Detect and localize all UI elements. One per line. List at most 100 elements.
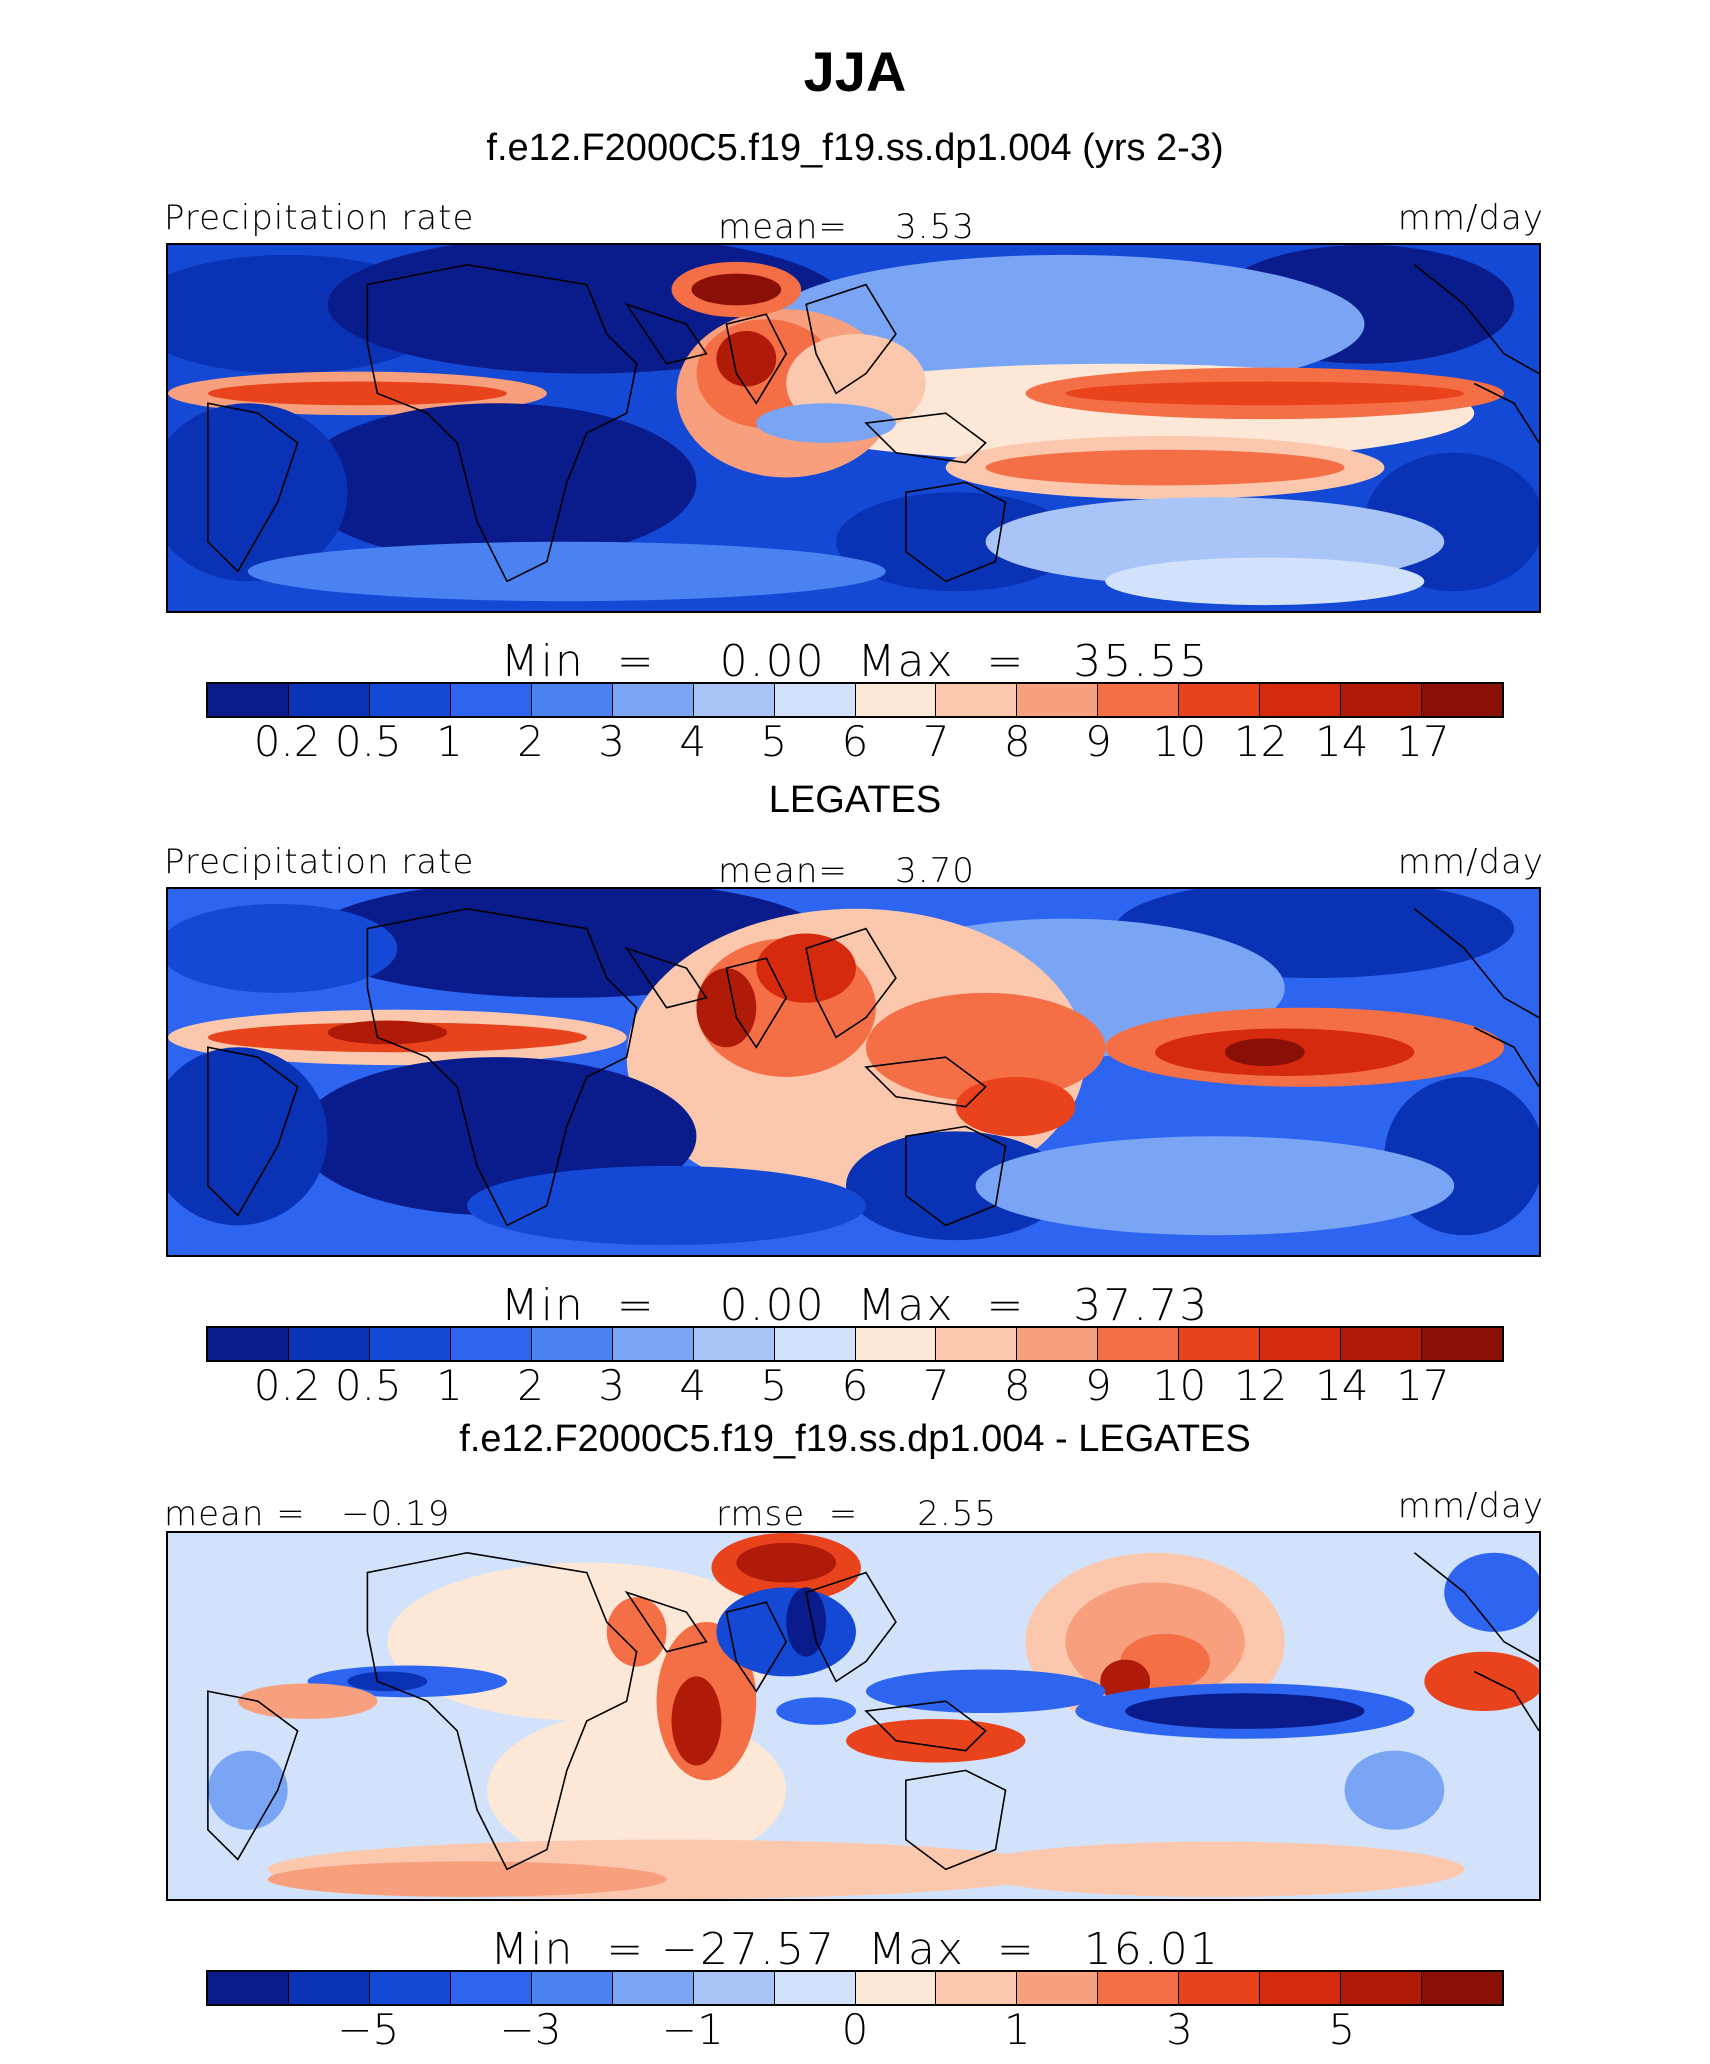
colorbar-swatch xyxy=(1098,1972,1180,2004)
panel-1-units-label: mm/day xyxy=(1397,198,1544,238)
panel-3-units-label: mm/day xyxy=(1397,1486,1544,1526)
field-blob xyxy=(606,1597,667,1667)
colorbar-swatch xyxy=(208,1328,289,1360)
coastline-maritime xyxy=(864,1700,987,1752)
panel-3-coastlines xyxy=(207,1551,1539,1871)
colorbar-swatch xyxy=(612,684,694,716)
panel-3-colorbar-ticks: −5 −3 −1 0 1 3 5 xyxy=(206,2006,1504,2054)
field-blob xyxy=(975,1136,1455,1236)
colorbar-swatch xyxy=(1017,1328,1099,1360)
panel-2-variable-label: Precipitation rate xyxy=(164,842,475,882)
colorbar-tick-label: 1 xyxy=(1003,2005,1031,2054)
colorbar-swatch xyxy=(1179,684,1261,716)
colorbar-tick-label: 5 xyxy=(760,717,788,766)
colorbar-tick-label: 1 xyxy=(436,717,463,766)
field-blob xyxy=(716,331,777,387)
colorbar-tick-label: 4 xyxy=(679,1361,707,1410)
colorbar-tick-label: −5 xyxy=(337,2005,400,2054)
colorbar-tick-label: 5 xyxy=(760,1361,788,1410)
field-blob xyxy=(1344,1750,1445,1830)
coastline-arabia xyxy=(624,1590,708,1653)
coastline-sa-west xyxy=(1473,382,1539,444)
field-blob xyxy=(846,1718,1026,1763)
colorbar-swatch xyxy=(1422,1972,1502,2004)
colorbar-swatch xyxy=(208,684,289,716)
panel-2-colorbar-ticks: 0.2 0.5 1 2 3 4 5 6 7 8 9 10 12 14 17 xyxy=(206,1362,1504,1410)
colorbar-swatch xyxy=(1260,684,1342,716)
field-blob xyxy=(1224,1038,1305,1067)
panel-2-field xyxy=(168,889,1539,1246)
field-blob xyxy=(347,1671,428,1692)
colorbar-tick-label: 2 xyxy=(517,717,544,766)
colorbar-tick-label: 7 xyxy=(922,717,950,766)
colorbar-swatch xyxy=(1017,684,1099,716)
panel-3-min-max: Min = −27.57 Max = 16.01 xyxy=(490,1924,1220,1975)
coastline-se-asia xyxy=(805,1571,897,1683)
field-blob xyxy=(1105,557,1425,606)
panel-1-subtitle: f.e12.F2000C5.f19_f19.ss.dp1.004 (yrs 2-… xyxy=(486,127,1224,169)
colorbar-swatch xyxy=(1260,1328,1342,1360)
colorbar-swatch xyxy=(936,684,1018,716)
colorbar-swatch xyxy=(1179,1328,1261,1360)
panel-1-field xyxy=(168,245,1539,606)
panel-3-map-svg xyxy=(168,1533,1539,1899)
coastline-india xyxy=(725,957,788,1049)
field-blob xyxy=(696,968,757,1048)
colorbar-swatch xyxy=(774,1972,856,2004)
field-blob xyxy=(1444,1552,1539,1632)
field-blob xyxy=(168,403,348,582)
panel-2-coastlines xyxy=(207,907,1539,1227)
field-blob xyxy=(756,403,896,443)
coastline-south-america xyxy=(207,402,299,573)
colorbar-tick-label: 3 xyxy=(598,717,625,766)
colorbar-swatch xyxy=(1341,684,1423,716)
field-blob xyxy=(237,1683,378,1719)
field-blob xyxy=(1424,1651,1539,1712)
coastline-africa xyxy=(366,1551,638,1871)
colorbar-tick-label: 0 xyxy=(841,2005,869,2054)
colorbar-swatch xyxy=(1341,1328,1423,1360)
coastline-maritime xyxy=(864,412,987,464)
colorbar-swatch xyxy=(1341,1972,1423,2004)
panel-1-variable-label: Precipitation rate xyxy=(164,198,475,238)
field-blob xyxy=(965,1841,1465,1898)
colorbar-swatch xyxy=(855,1328,937,1360)
coastline-south-america xyxy=(207,1690,299,1861)
colorbar-swatch xyxy=(288,684,370,716)
panel-2-mean-label: mean= 3.70 xyxy=(718,851,975,891)
colorbar-swatch xyxy=(288,1972,370,2004)
field-blob xyxy=(207,1750,288,1830)
colorbar-swatch xyxy=(1179,1972,1261,2004)
colorbar-tick-label: 0.2 xyxy=(253,1361,321,1410)
field-blob xyxy=(955,1076,1076,1137)
colorbar-tick-label: 12 xyxy=(1233,717,1288,766)
coastline-south-america xyxy=(207,1046,299,1217)
colorbar-tick-label: −1 xyxy=(661,2005,724,2054)
field-blob xyxy=(247,541,886,602)
panel-1-map xyxy=(166,243,1541,613)
field-blob xyxy=(736,1542,837,1583)
coastline-arabia xyxy=(624,302,708,365)
colorbar-swatch xyxy=(450,684,532,716)
field-blob xyxy=(776,1697,856,1725)
colorbar-tick-label: 4 xyxy=(679,717,707,766)
coastline-central-america xyxy=(1413,908,1539,1019)
colorbar-swatch xyxy=(1017,1972,1099,2004)
colorbar-swatch xyxy=(693,684,775,716)
field-blob xyxy=(327,1020,448,1045)
coastline-africa xyxy=(366,907,638,1227)
colorbar-swatch xyxy=(612,1328,694,1360)
colorbar-tick-label: 1 xyxy=(436,1361,463,1410)
colorbar-swatch xyxy=(936,1328,1018,1360)
colorbar-tick-label: 9 xyxy=(1085,1361,1112,1410)
colorbar-swatch xyxy=(369,1328,451,1360)
colorbar-swatch xyxy=(774,684,856,716)
panel-1-min-max: Min = 0.00 Max = 35.55 xyxy=(500,636,1210,687)
field-blob xyxy=(168,903,398,993)
panel-1-coastlines xyxy=(207,263,1539,583)
panel-1-map-svg xyxy=(168,245,1539,611)
panel-3-field xyxy=(207,1533,1539,1899)
coastline-central-america xyxy=(1413,264,1539,375)
colorbar-swatch xyxy=(1260,1972,1342,2004)
colorbar-swatch xyxy=(369,684,451,716)
